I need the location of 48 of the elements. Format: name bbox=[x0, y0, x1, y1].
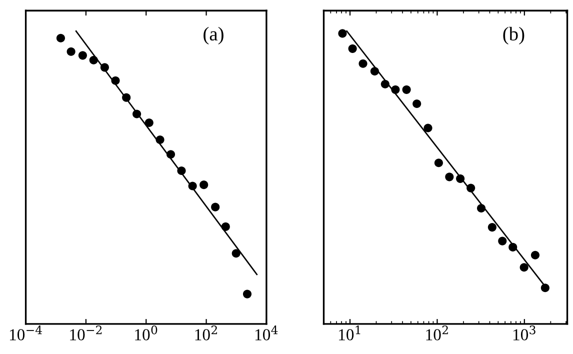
point bbox=[520, 263, 528, 272]
point bbox=[476, 204, 486, 213]
x-tick-label: 10$^{1}$ bbox=[339, 326, 360, 340]
x-tick-label: 10$^{2}$ bbox=[195, 326, 217, 340]
point bbox=[177, 166, 186, 176]
point bbox=[488, 223, 496, 232]
x-tick-label: 10$^{−2}$ bbox=[70, 326, 102, 340]
point bbox=[144, 118, 154, 128]
x-tick-label: 10$^{0}$ bbox=[135, 326, 158, 340]
point bbox=[358, 59, 368, 68]
point bbox=[508, 242, 518, 252]
point bbox=[166, 150, 176, 159]
annotation: (b) bbox=[503, 26, 524, 44]
point bbox=[188, 182, 197, 190]
point bbox=[221, 222, 230, 231]
point bbox=[132, 110, 142, 118]
point bbox=[56, 34, 66, 42]
annotation: (a) bbox=[204, 26, 224, 44]
point bbox=[370, 66, 379, 76]
point bbox=[498, 236, 507, 246]
point bbox=[338, 29, 347, 38]
point bbox=[424, 124, 432, 132]
point bbox=[89, 56, 98, 64]
point bbox=[412, 99, 422, 108]
point bbox=[200, 180, 208, 190]
point bbox=[66, 47, 76, 56]
point bbox=[122, 93, 131, 102]
point bbox=[111, 76, 120, 85]
point bbox=[232, 249, 240, 258]
point bbox=[380, 80, 390, 88]
point bbox=[348, 44, 357, 53]
point bbox=[391, 85, 400, 94]
point bbox=[402, 85, 411, 94]
point bbox=[466, 184, 476, 192]
point bbox=[156, 135, 164, 144]
x-tick-label: 10$^{−4}$ bbox=[10, 326, 42, 340]
x-tick-label: 10$^{2}$ bbox=[426, 326, 448, 340]
point bbox=[456, 174, 465, 183]
point bbox=[211, 202, 220, 212]
point bbox=[100, 63, 109, 72]
point bbox=[530, 250, 540, 260]
point bbox=[434, 158, 443, 168]
point bbox=[540, 284, 550, 292]
point bbox=[242, 290, 252, 298]
x-tick-label: 10$^{4}$ bbox=[255, 326, 278, 340]
point bbox=[445, 172, 454, 182]
point bbox=[78, 51, 87, 60]
x-tick-label: 10$^{3}$ bbox=[513, 326, 536, 340]
